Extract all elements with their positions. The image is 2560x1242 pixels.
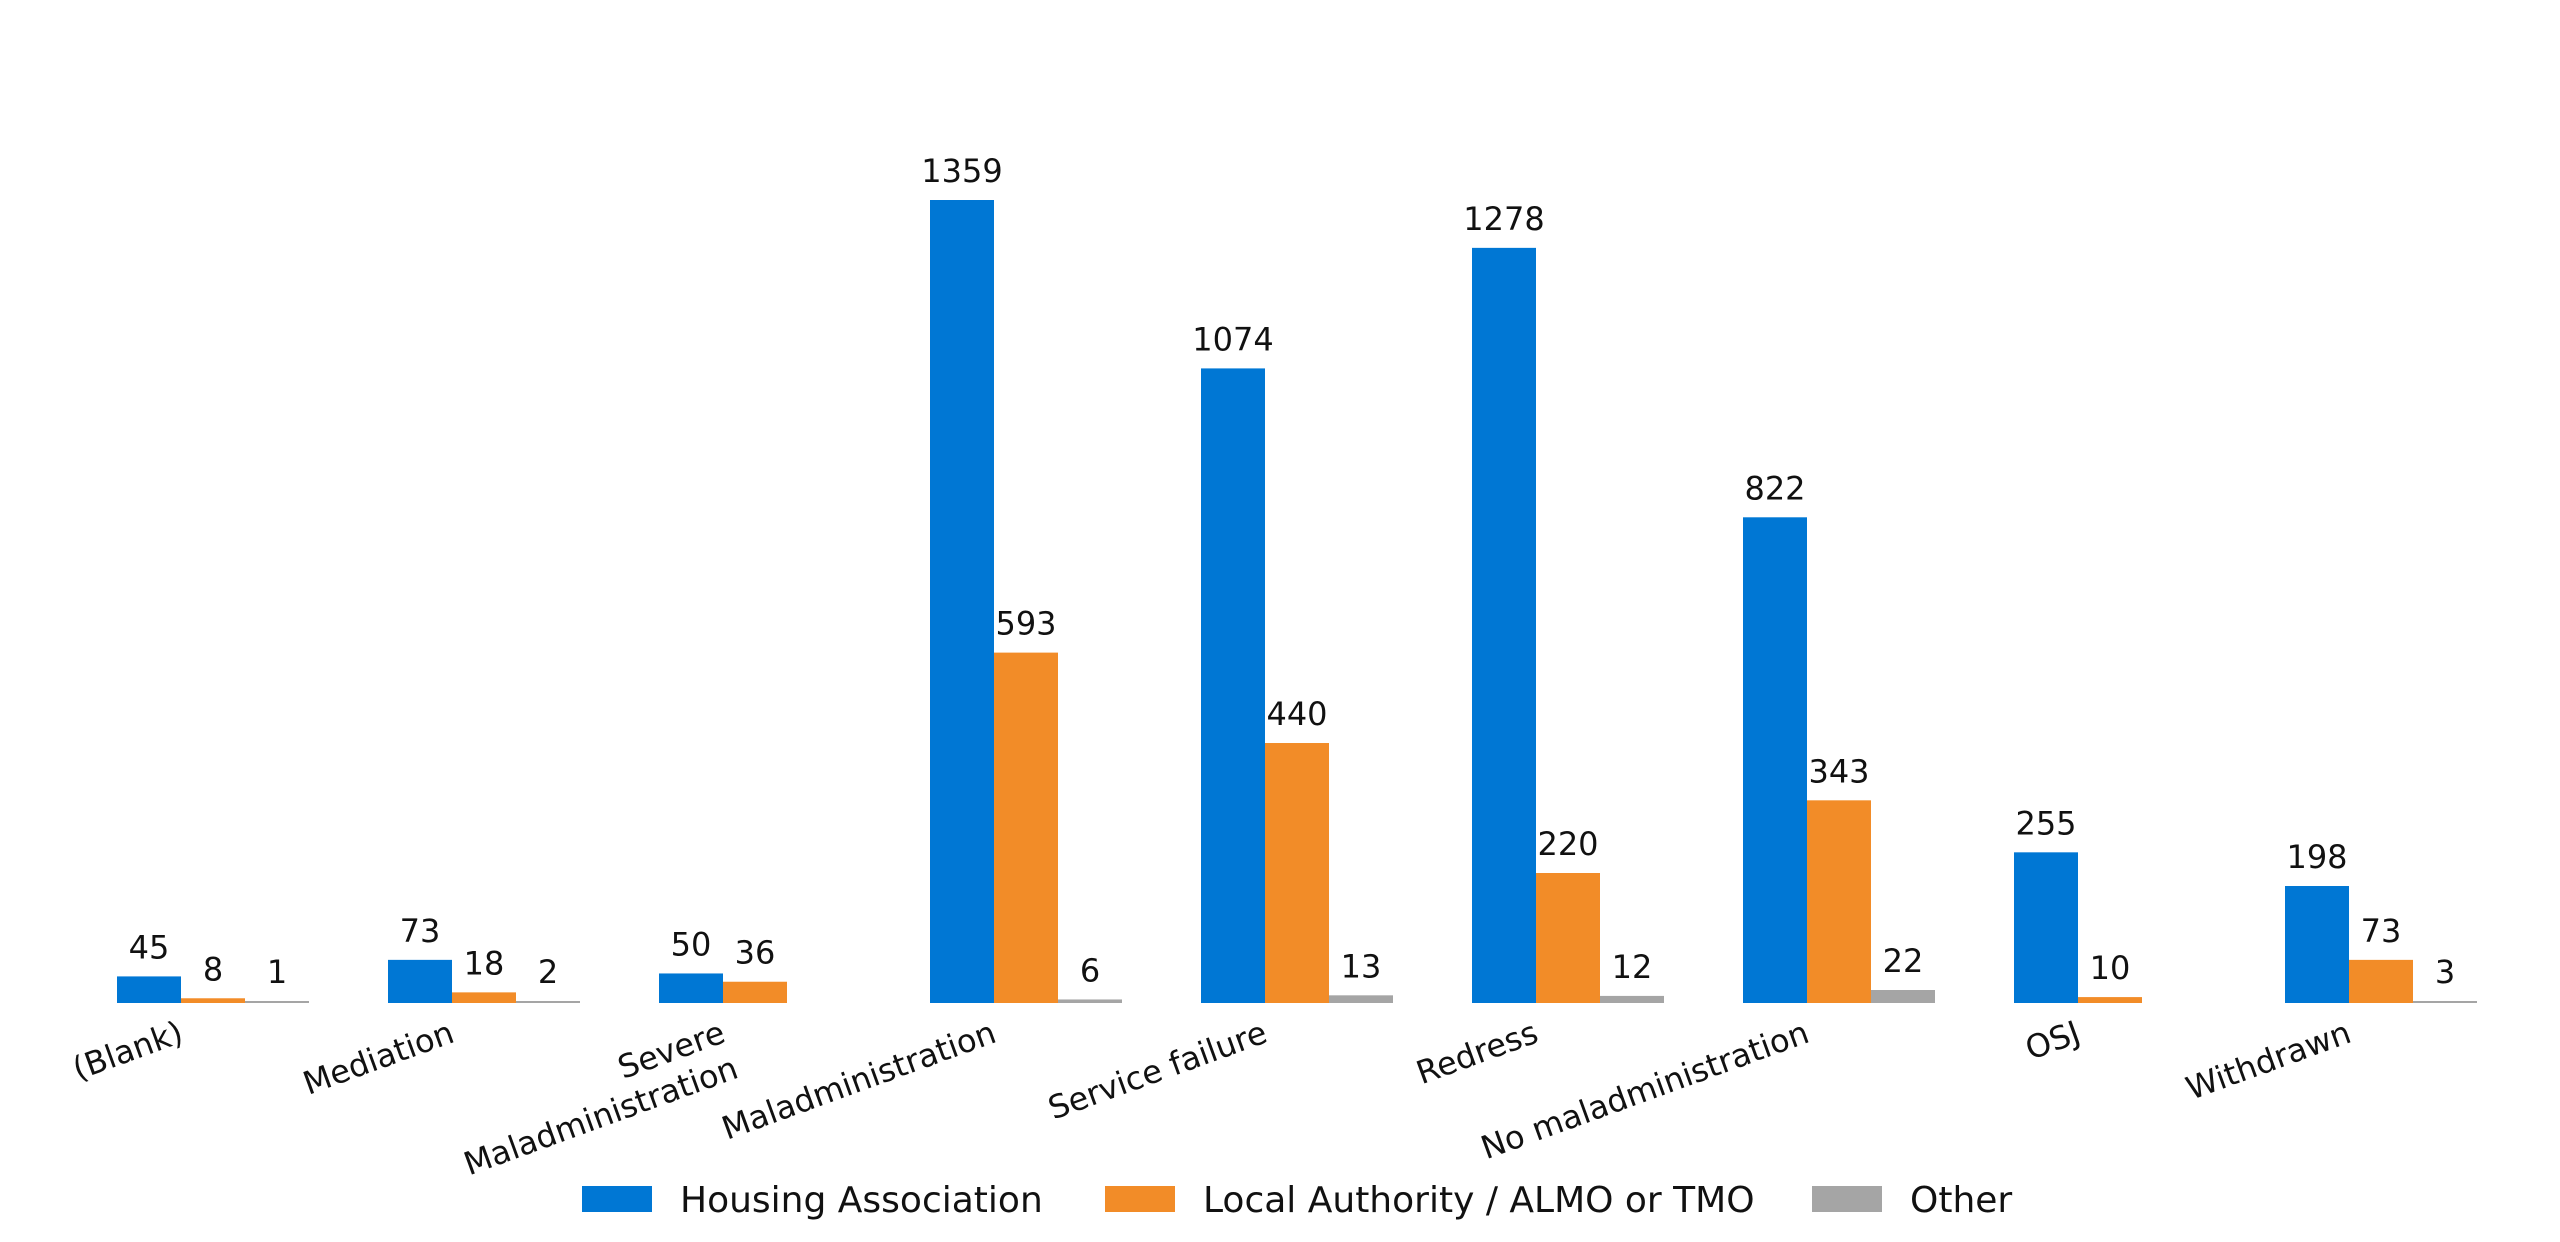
value-label-1-1: 18 [464,944,505,982]
category-label-line-2-1: Maladministration [459,1049,743,1183]
value-labels-group: 45 8 1 73 18 2 50 36 1359 593 6 1074 440 13 1278 220 12 8… [129,152,2456,991]
value-label-2-0: 1 [267,953,287,991]
legend-label-2: Other [1910,1180,2012,1221]
category-label-line-0-0: (Blank) [67,1013,187,1088]
legend-label-1: Local Authority / ALMO or TMO [1203,1180,1755,1221]
category-label-1: Mediation [298,1013,459,1103]
bar-2-8 [2413,1001,2477,1003]
value-label-1-5: 220 [1537,825,1598,863]
category-label-3: Maladministration [717,1013,1001,1147]
value-label-0-8: 198 [2286,838,2347,876]
value-label-2-6: 22 [1883,942,1924,980]
bar-1-1 [452,992,516,1003]
value-label-0-1: 73 [400,912,441,950]
category-label-line-5-0: Redress [1411,1013,1543,1092]
value-label-2-8: 3 [2435,953,2455,991]
bar-0-7 [2014,852,2078,1003]
bar-1-8 [2349,959,2413,1003]
value-label-1-8: 73 [2361,912,2402,950]
value-label-0-5: 1278 [1463,200,1544,238]
bar-1-2 [723,981,787,1003]
value-label-2-1: 2 [538,953,558,991]
value-label-1-2: 36 [735,934,776,972]
category-labels-group: (Blank) Mediation SevereMaladministrationM… [67,1013,2355,1183]
value-label-1-7: 10 [2090,949,2131,987]
value-label-2-3: 6 [1080,951,1100,989]
value-label-2-4: 13 [1341,947,1382,985]
bar-1-4 [1265,743,1329,1003]
bar-0-5 [1472,247,1536,1003]
value-label-0-2: 50 [671,925,712,963]
value-label-0-4: 1074 [1192,320,1273,358]
value-label-0-6: 822 [1744,469,1805,507]
bar-0-3 [930,200,994,1003]
legend-swatch-1 [1105,1186,1175,1212]
bar-2-4 [1329,995,1393,1003]
category-label-line-8-0: Withdrawn [2181,1013,2356,1108]
bar-1-6 [1807,800,1871,1003]
category-label-line-1-0: Mediation [298,1013,459,1103]
category-label-0: (Blank) [67,1013,187,1088]
bar-0-1 [388,959,452,1003]
legend-swatch-2 [1812,1186,1882,1212]
legend-label-0: Housing Association [680,1180,1043,1221]
bar-1-0 [181,998,245,1003]
category-label-2: SevereMaladministration [446,1013,743,1183]
bar-1-7 [2078,997,2142,1003]
bar-0-4 [1201,368,1265,1004]
bar-2-6 [1871,990,1935,1003]
category-label-8: Withdrawn [2181,1013,2356,1108]
bar-0-6 [1743,517,1807,1003]
bar-0-2 [659,973,723,1003]
value-label-2-5: 12 [1612,948,1653,986]
legend-swatch-0 [582,1186,652,1212]
category-label-line-4-0: Service failure [1043,1013,1272,1127]
bar-2-0 [245,1001,309,1003]
value-label-0-0: 45 [129,928,170,966]
category-label-line-7-0: OSJ [2020,1013,2085,1067]
value-label-0-3: 1359 [921,152,1002,190]
category-label-7: OSJ [2020,1013,2085,1067]
category-label-line-3-0: Maladministration [717,1013,1001,1147]
bar-1-5 [1536,873,1600,1003]
bar-2-5 [1600,995,1664,1003]
bar-1-3 [994,652,1058,1003]
value-label-1-3: 593 [995,605,1056,643]
value-label-1-6: 343 [1808,752,1869,790]
value-label-1-4: 440 [1266,695,1327,733]
bar-0-8 [2285,886,2349,1003]
bar-0-0 [117,976,181,1003]
legend: Housing Association Local Authority / ALM… [582,1180,2012,1221]
category-label-5: Redress [1411,1013,1543,1092]
category-label-4: Service failure [1043,1013,1272,1127]
value-label-0-7: 255 [2015,804,2076,842]
value-label-1-0: 8 [203,950,223,988]
bar-2-3 [1058,999,1122,1003]
bars-group [117,200,2477,1004]
bar-2-1 [516,1001,580,1003]
